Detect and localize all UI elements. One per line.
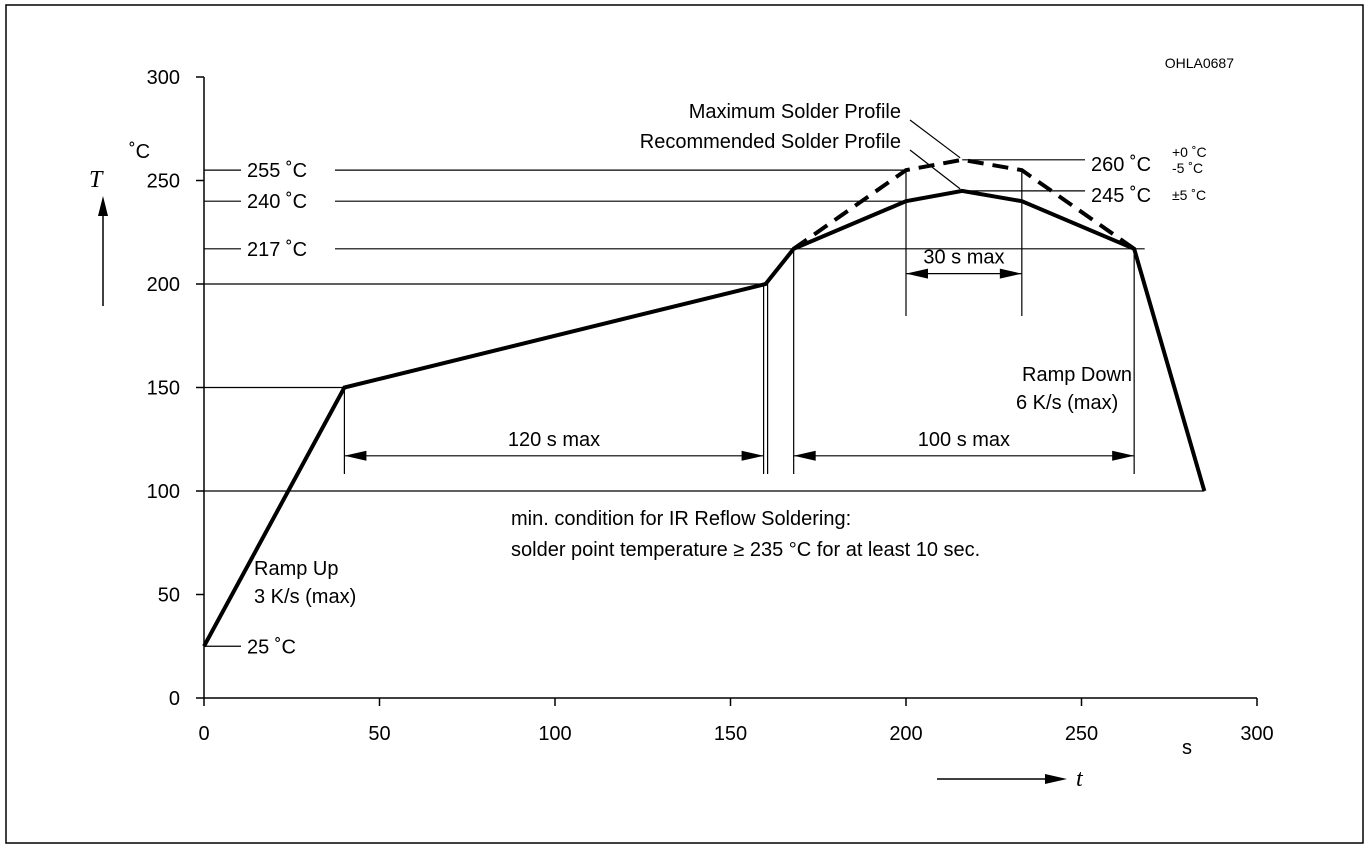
figure-border — [5, 4, 1364, 844]
rec-profile-pointer — [909, 149, 961, 190]
interval-label: 30 s max — [923, 247, 1004, 269]
ref-label: 25 ˚C — [247, 636, 296, 658]
y-tick-label: 150 — [147, 378, 180, 400]
note-line1: min. condition for IR Reflow Soldering: — [511, 508, 851, 530]
x-tick-label: 0 — [198, 723, 209, 745]
recommended-profile-line — [202, 188, 1207, 648]
maximum-profile-line — [792, 157, 1136, 251]
interval-arrowhead — [344, 450, 367, 461]
ramp-down-line1: Ramp Down — [1022, 364, 1132, 386]
interval-arrowhead — [999, 268, 1022, 279]
interval-arrowhead — [1112, 450, 1135, 461]
y-tick-label: 300 — [147, 67, 180, 89]
reflow-profile-chart: 0 50 100 150 200 250 300 0 50 100 150 200 250 300 255 … — [5, 4, 1364, 844]
x-tick-label: 300 — [1240, 723, 1273, 745]
y-tick-label: 200 — [147, 274, 180, 296]
peak-rec-tol: ±5 ˚C — [1172, 187, 1206, 203]
x-axis-name: t — [1076, 766, 1084, 792]
x-tick-label: 100 — [538, 723, 571, 745]
y-tick-label: 250 — [147, 171, 180, 193]
label-recommended-profile: Recommended Solder Profile — [640, 131, 901, 153]
interval-label: 100 s max — [918, 429, 1010, 451]
peak-max-label: 260 ˚C — [1091, 154, 1151, 176]
y-axis-arrowhead — [98, 196, 108, 216]
x-axis-arrowhead — [1045, 774, 1067, 784]
figure-frame: 0 50 100 150 200 250 300 0 50 100 150 200 250 300 255 … — [5, 4, 1364, 844]
x-axis-unit: s — [1182, 737, 1192, 759]
peak-rec-label: 245 ˚C — [1091, 185, 1151, 207]
ramp-up-line2: 3 K/s (max) — [254, 586, 356, 608]
x-tick-label: 50 — [368, 723, 390, 745]
ramp-down-line2: 6 K/s (max) — [1016, 392, 1118, 414]
y-tick-label: 0 — [169, 688, 180, 710]
peak-max-minus: -5 ˚C — [1172, 160, 1203, 176]
interval-arrowhead — [741, 450, 764, 461]
y-tick-label: 50 — [158, 585, 180, 607]
ramp-up-line1: Ramp Up — [254, 558, 338, 580]
x-tick-label: 200 — [889, 723, 922, 745]
interval-arrowhead — [793, 450, 816, 461]
x-tick-label: 150 — [714, 723, 747, 745]
y-tick-label: 100 — [147, 481, 180, 503]
y-axis-unit: ˚C — [129, 141, 150, 163]
peak-max-plus: +0 ˚C — [1172, 144, 1207, 160]
y-axis-name: T — [89, 167, 104, 193]
max-profile-pointer — [909, 119, 961, 159]
figure-code: OHLA0687 — [1165, 55, 1234, 71]
x-tick-label: 250 — [1065, 723, 1098, 745]
interval-arrowhead — [906, 268, 928, 279]
ref-label: 217 ˚C — [247, 239, 307, 261]
ref-label: 240 ˚C — [247, 191, 307, 213]
ref-label: 255 ˚C — [247, 160, 307, 182]
label-maximum-profile: Maximum Solder Profile — [689, 101, 901, 123]
note-line2: solder point temperature ≥ 235 °C for at… — [511, 539, 980, 561]
interval-label: 120 s max — [508, 429, 600, 451]
